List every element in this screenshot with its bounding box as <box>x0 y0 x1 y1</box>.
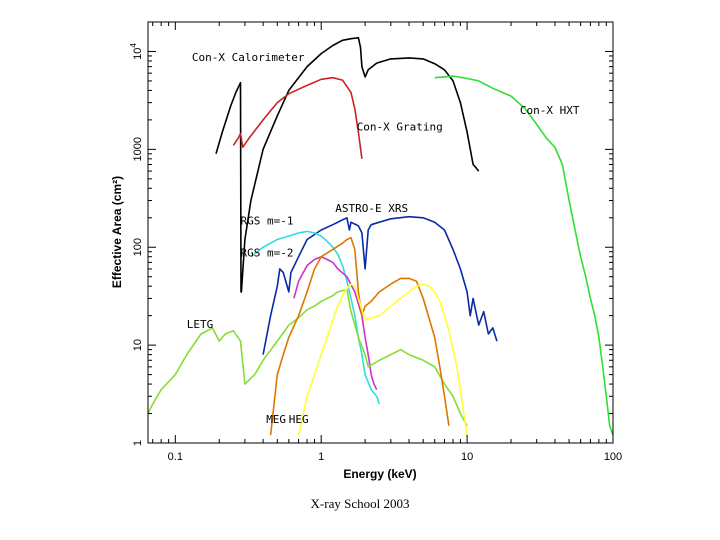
annotation-con-x-grating: Con-X Grating <box>357 121 443 134</box>
series-line-con-x-grating <box>232 76 363 159</box>
x-tick-label: 1 <box>318 451 324 463</box>
series-line-astro-e-xrs <box>262 215 498 355</box>
series-line-con-x-hxt <box>434 75 614 436</box>
series-line-rgs-m-1 <box>250 230 381 405</box>
y-tick-label: 1 <box>132 440 144 446</box>
series-line-heg <box>297 283 468 436</box>
annotation-con-x-calorimeter: Con-X Calorimeter <box>192 51 305 64</box>
series-line-rgs-m-2 <box>293 255 378 391</box>
series-line-letg <box>147 288 468 427</box>
x-tick-label: 10 <box>461 451 473 463</box>
tick-labels: 0.1 1 10 100 1 10 100 1000 104 <box>129 43 622 463</box>
annotation-letg: LETG <box>187 318 214 331</box>
axis-ticks <box>148 21 614 444</box>
caption: X-ray School 2003 <box>310 496 410 511</box>
plot-frame <box>147 21 614 444</box>
y-tick-label: 104 <box>129 43 144 60</box>
series-lines <box>147 37 614 436</box>
series-line-meg <box>269 236 450 436</box>
series-annotations: Con-X Calorimeter Con-X Grating Con-X HXT A… <box>187 51 580 426</box>
y-axis-label: Effective Area (cm²) <box>110 176 124 288</box>
x-axis-label: Energy (keV) <box>343 467 416 481</box>
annotation-astro-e-xrs: ASTRO-E XRS <box>335 202 408 215</box>
annotation-rgs-m-2: RGS m=-2 <box>241 247 294 260</box>
annotation-rgs-m-1: RGS m=-1 <box>241 215 294 228</box>
y-tick-label: 10 <box>132 339 144 351</box>
y-tick-label: 100 <box>132 238 144 256</box>
annotation-meg: MEG <box>266 413 286 426</box>
y-tick-label: 1000 <box>132 137 144 161</box>
x-tick-label: 100 <box>604 451 622 463</box>
annotation-heg: HEG <box>289 413 309 426</box>
series-line-con-x-calorimeter <box>215 37 480 293</box>
annotation-con-x-hxt: Con-X HXT <box>520 104 580 117</box>
x-tick-label: 0.1 <box>168 451 183 463</box>
